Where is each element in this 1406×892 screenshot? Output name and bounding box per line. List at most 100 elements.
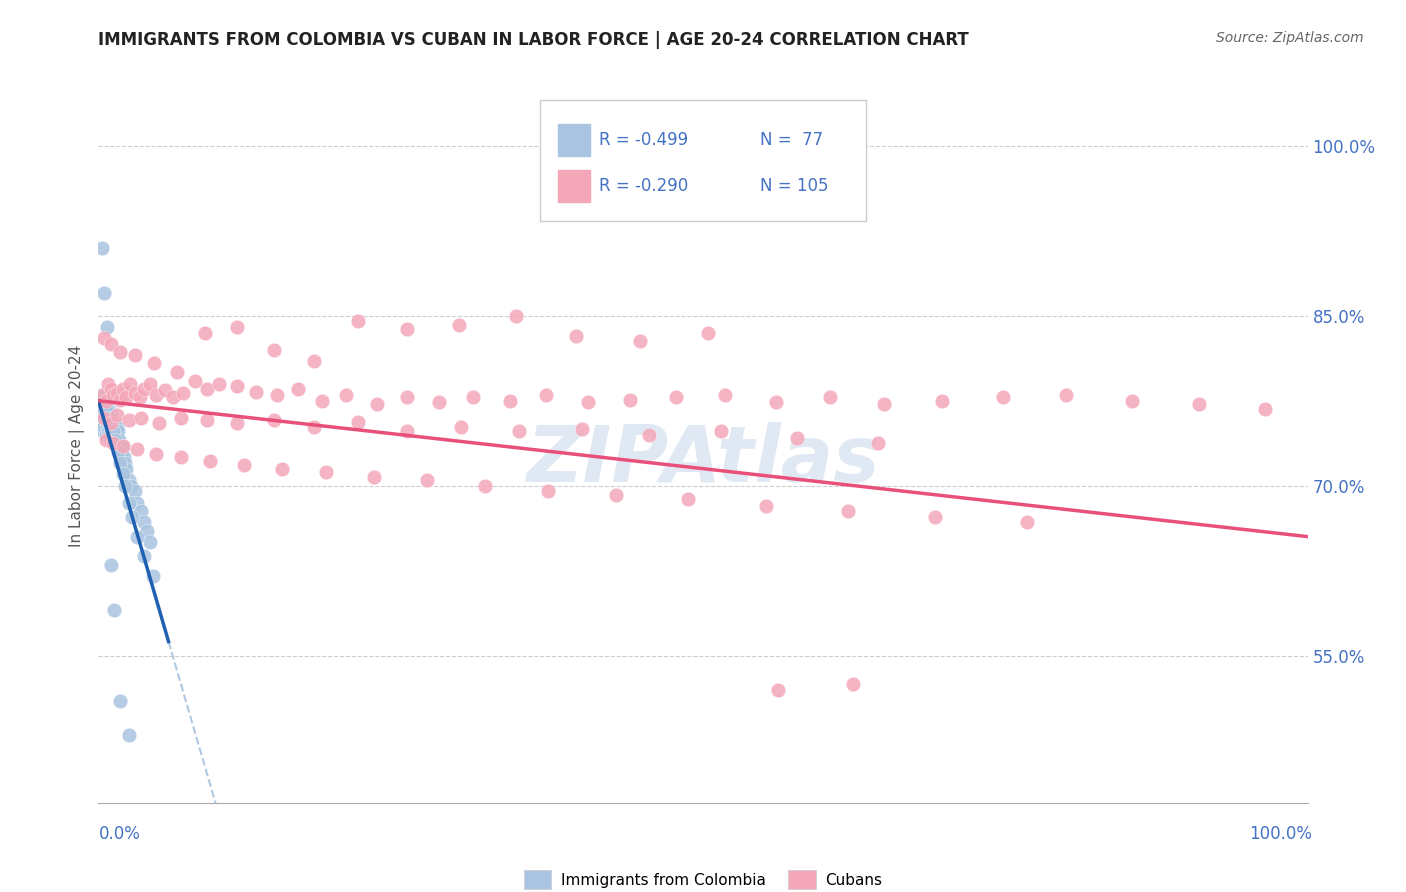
Point	[169, 410, 191, 425]
Point	[786, 431, 808, 445]
Text: N =  77: N = 77	[759, 131, 823, 149]
Point	[172, 385, 194, 400]
Point	[162, 390, 184, 404]
Point	[96, 410, 118, 425]
Point	[198, 454, 221, 468]
Point	[98, 410, 121, 425]
Point	[93, 393, 115, 408]
Point	[124, 348, 146, 362]
Point	[124, 484, 146, 499]
Point	[105, 385, 128, 400]
Point	[93, 410, 115, 425]
Point	[837, 503, 859, 517]
Point	[93, 286, 115, 301]
Point	[115, 461, 138, 475]
Point	[134, 383, 156, 397]
Y-axis label: In Labor Force | Age 20-24: In Labor Force | Age 20-24	[69, 345, 84, 547]
Point	[94, 427, 117, 442]
Point	[226, 379, 249, 393]
Point	[91, 388, 114, 402]
Point	[101, 419, 124, 434]
Point	[104, 424, 127, 438]
Point	[107, 444, 129, 458]
Point	[101, 388, 124, 402]
Point	[118, 495, 141, 509]
Point	[873, 397, 896, 411]
Point	[1054, 388, 1077, 402]
Point	[463, 390, 485, 404]
Point	[127, 442, 149, 457]
Point	[505, 309, 527, 323]
Point	[450, 419, 472, 434]
Point	[696, 326, 718, 340]
Point	[537, 484, 560, 499]
Point	[766, 682, 789, 697]
Point	[302, 419, 325, 434]
Point	[107, 424, 129, 438]
Point	[868, 435, 890, 450]
Point	[135, 524, 157, 538]
Point	[226, 320, 249, 334]
Point	[93, 397, 115, 411]
Point	[266, 388, 288, 402]
Point	[924, 510, 946, 524]
Point	[94, 434, 117, 448]
Point	[628, 334, 651, 348]
Text: ZIPAtlas: ZIPAtlas	[526, 422, 880, 499]
Point	[100, 417, 122, 431]
Point	[565, 329, 588, 343]
Point	[665, 390, 688, 404]
Point	[474, 478, 496, 492]
Point	[148, 417, 170, 431]
Point	[134, 549, 156, 563]
Point	[111, 439, 134, 453]
Point	[576, 394, 599, 409]
Point	[100, 337, 122, 351]
Point	[103, 417, 125, 431]
Point	[931, 393, 953, 408]
Point	[287, 383, 309, 397]
Point	[100, 405, 122, 419]
Point	[124, 385, 146, 400]
Point	[101, 435, 124, 450]
Point	[145, 447, 167, 461]
Point	[118, 413, 141, 427]
Bar	[558, 124, 591, 156]
Point	[129, 410, 152, 425]
Point	[195, 383, 218, 397]
Point	[139, 535, 162, 549]
Point	[395, 322, 418, 336]
Point	[91, 410, 114, 425]
Point	[97, 405, 120, 419]
Point	[498, 393, 520, 408]
Point	[103, 427, 125, 442]
Text: R = -0.499: R = -0.499	[599, 131, 689, 149]
Point	[571, 422, 593, 436]
Point	[90, 388, 112, 402]
Text: R = -0.290: R = -0.290	[599, 177, 689, 194]
Point	[97, 376, 120, 391]
Point	[605, 488, 627, 502]
Point	[100, 422, 122, 436]
Text: N = 105: N = 105	[759, 177, 828, 194]
Point	[96, 405, 118, 419]
Point	[194, 326, 217, 340]
Point	[395, 424, 418, 438]
Point	[842, 677, 865, 691]
Point	[263, 413, 285, 427]
Point	[755, 499, 778, 513]
Text: Source: ZipAtlas.com: Source: ZipAtlas.com	[1216, 31, 1364, 45]
Point	[619, 392, 641, 407]
Point	[100, 417, 122, 431]
Point	[142, 569, 165, 583]
Point	[166, 365, 188, 379]
Point	[91, 424, 114, 438]
Point	[347, 415, 370, 429]
Point	[108, 392, 131, 407]
Point	[1254, 401, 1277, 416]
Point	[94, 400, 117, 414]
Point	[118, 473, 141, 487]
Point	[208, 376, 231, 391]
Point	[311, 393, 333, 408]
Point	[90, 417, 112, 431]
